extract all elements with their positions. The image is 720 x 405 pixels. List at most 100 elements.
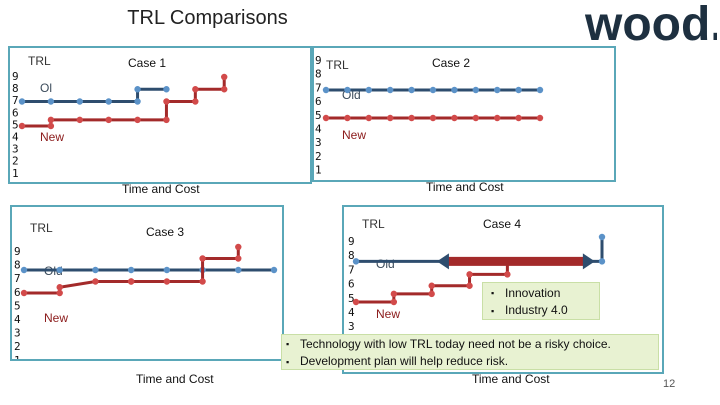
takeaways-box: ▪ Technology with low TRL today need not …	[281, 334, 659, 370]
old-point	[127, 266, 135, 274]
new-point	[18, 122, 26, 130]
trl-tick-1: 1	[315, 164, 322, 177]
old-point	[134, 86, 141, 93]
new-label: New	[44, 311, 69, 325]
trl-tick-5: 5	[315, 109, 322, 122]
innovation-callout: ▪ Innovation ▪ Industry 4.0	[482, 282, 600, 320]
trl-tick-1: 1	[14, 354, 21, 359]
chart-title: Case 3	[146, 225, 185, 239]
new-point	[235, 255, 242, 262]
trl-tick-3: 3	[315, 136, 322, 149]
new-point	[466, 271, 473, 278]
range-arrow-right-head	[582, 253, 595, 270]
new-point	[199, 255, 206, 262]
old-point	[472, 86, 479, 94]
new-point	[504, 271, 511, 278]
old-point	[365, 86, 372, 94]
trl-tick-4: 4	[348, 306, 355, 319]
trl-tick-8: 8	[315, 68, 322, 81]
y-axis-label: TRL	[326, 58, 349, 72]
y-axis-label: TRL	[362, 217, 385, 231]
trl-tick-2: 2	[14, 340, 21, 353]
new-point	[428, 290, 435, 298]
trl-tick-5: 5	[12, 118, 19, 131]
new-label: New	[40, 130, 65, 144]
new-point	[76, 116, 83, 124]
old-point	[270, 266, 278, 274]
old-point	[536, 86, 544, 94]
trl-tick-6: 6	[315, 95, 322, 108]
trl-tick-4: 4	[14, 313, 21, 326]
callout-item: ▪ Industry 4.0	[491, 303, 568, 318]
old-point	[515, 86, 522, 94]
new-point	[390, 298, 398, 306]
old-label: Ol	[40, 81, 52, 95]
old-point	[47, 98, 55, 105]
old-point	[598, 233, 606, 241]
old-point	[235, 266, 242, 274]
new-point	[387, 114, 394, 122]
old-point	[429, 86, 437, 94]
new-point	[47, 116, 55, 124]
trl-tick-3: 3	[14, 327, 21, 340]
chart-title: Case 1	[128, 56, 167, 70]
new-point	[322, 114, 330, 122]
trl-tick-7: 7	[315, 81, 322, 94]
new-point	[352, 298, 360, 306]
new-point	[451, 114, 458, 122]
old-point	[387, 86, 394, 94]
old-point	[163, 86, 170, 93]
old-point	[344, 86, 351, 94]
svg-text:wood.: wood.	[585, 2, 717, 48]
new-point	[56, 284, 63, 291]
new-point	[192, 86, 199, 93]
trl-tick-4: 4	[315, 123, 322, 136]
chart-title: Case 4	[483, 217, 522, 231]
new-point	[163, 278, 171, 285]
takeaway-item: ▪ Technology with low TRL today need not …	[286, 337, 611, 351]
trl-tick-9: 9	[348, 235, 355, 248]
case-4-x-axis-label: Time and Cost	[472, 372, 550, 386]
y-axis-label: TRL	[28, 54, 51, 68]
case-3-x-axis-label: Time and Cost	[136, 372, 214, 386]
new-point	[127, 278, 135, 285]
new-point	[536, 114, 544, 122]
new-point	[199, 278, 206, 285]
trl-tick-8: 8	[12, 82, 19, 95]
old-point	[322, 86, 330, 94]
trl-tick-9: 9	[14, 245, 21, 258]
new-point	[163, 98, 170, 105]
new-point	[221, 73, 228, 81]
new-point	[429, 114, 437, 122]
new-label: New	[376, 307, 401, 321]
old-point	[76, 98, 83, 105]
new-point	[163, 116, 170, 124]
wood-logo: wood.	[585, 2, 717, 48]
new-label: New	[342, 128, 367, 142]
old-point	[451, 86, 458, 94]
y-axis-label: TRL	[30, 221, 53, 235]
range-arrow-left-head	[436, 253, 449, 270]
old-point	[408, 86, 415, 94]
callout-item: ▪ Innovation	[491, 286, 561, 300]
trl-tick-9: 9	[315, 54, 322, 67]
old-point	[163, 266, 171, 274]
trl-tick-5: 5	[14, 299, 21, 312]
slide-title: TRL Comparisons	[127, 7, 288, 29]
trl-tick-1: 1	[12, 167, 19, 180]
new-point	[105, 116, 112, 124]
new-point	[134, 116, 141, 124]
trl-tick-7: 7	[348, 263, 355, 276]
trl-tick-6: 6	[348, 278, 355, 291]
trl-tick-6: 6	[12, 106, 19, 119]
old-series-line	[22, 87, 167, 103]
old-point	[18, 98, 26, 105]
new-point	[408, 114, 415, 122]
trl-tick-8: 8	[14, 259, 21, 272]
new-point	[365, 114, 372, 122]
